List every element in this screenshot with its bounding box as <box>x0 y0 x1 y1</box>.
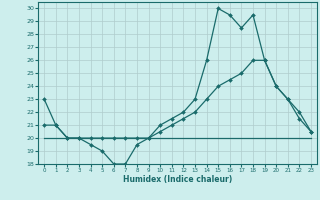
X-axis label: Humidex (Indice chaleur): Humidex (Indice chaleur) <box>123 175 232 184</box>
